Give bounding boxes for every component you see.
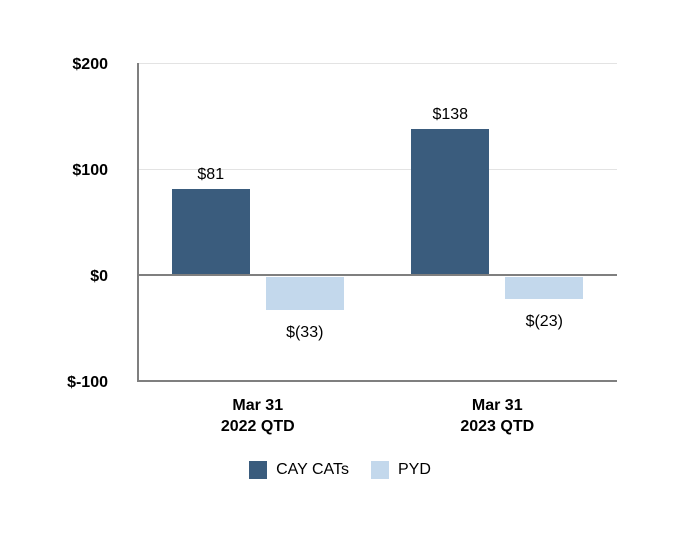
bar-label-pyd-0: $(33)	[286, 323, 324, 341]
bar-pyd-1	[505, 277, 584, 300]
bar-pyd-0	[265, 277, 344, 310]
gridline-100	[138, 169, 617, 170]
legend-swatch-1	[371, 461, 389, 479]
bar-cay-cats-1	[411, 128, 490, 275]
x-category-label-line: Mar 31	[471, 397, 523, 414]
y-tick-label-3: $-100	[67, 374, 108, 391]
x-category-label-line: 2023 QTD	[460, 418, 535, 435]
bar-label-cay-cats-0: $81	[197, 166, 225, 184]
x-category-label-1: Mar 31 2023 QTD	[417, 395, 577, 437]
legend-swatch-0	[249, 461, 268, 479]
y-tick-label-0: $200	[72, 56, 108, 73]
legend-item-1: PYD	[371, 461, 431, 479]
x-category-label-line: Mar 31	[232, 397, 284, 414]
gridline-200	[138, 63, 617, 64]
y-tick-label-2: $0	[90, 268, 108, 285]
gridline--100	[138, 380, 617, 382]
legend-label-1: PYD	[398, 461, 431, 478]
y-tick-label-1: $100	[72, 162, 108, 179]
bar-label-pyd-1: $(23)	[525, 313, 563, 331]
y-axis-line	[137, 63, 139, 382]
x-category-label-0: Mar 31 2022 QTD	[178, 395, 338, 437]
legend-label-0: CAY CATs	[276, 461, 349, 478]
legend: CAY CATs PYD	[0, 461, 680, 479]
bar-cay-cats-0	[171, 189, 250, 275]
legend-item-0: CAY CATs	[249, 461, 349, 479]
gridline-0	[138, 274, 617, 276]
bar-label-cay-cats-1: $138	[432, 105, 469, 123]
x-category-label-line: 2022 QTD	[220, 418, 295, 435]
